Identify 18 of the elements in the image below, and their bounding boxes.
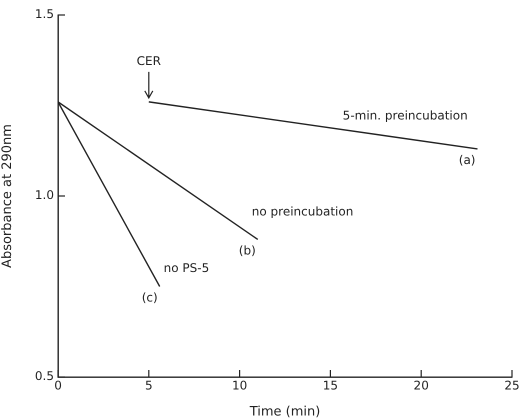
y-axis-title: Absorbance at 290nm	[0, 124, 16, 268]
x-tick-label: 15	[322, 378, 338, 392]
x-tick-label: 5	[144, 378, 153, 392]
x-tick-label: 25	[504, 378, 520, 392]
annotation: CER	[136, 54, 161, 68]
x-tick-label: 10	[232, 378, 248, 392]
y-tick-label: 1.0	[34, 188, 54, 202]
x-tick-label: 0	[54, 378, 62, 392]
annotation: (c)	[142, 290, 158, 305]
x-tick-label: 20	[414, 378, 429, 392]
annotation: (b)	[238, 244, 256, 258]
x-axis-title: Time (min)	[248, 404, 320, 420]
y-tick-label: 0.5	[34, 369, 54, 384]
annotation: (a)	[458, 153, 476, 168]
series-label: 5-min. preincubation	[342, 108, 468, 123]
series-label: no preincubation	[252, 204, 354, 218]
y-tick-label: 1.5	[34, 7, 54, 22]
series-label: no PS-5	[164, 260, 210, 275]
